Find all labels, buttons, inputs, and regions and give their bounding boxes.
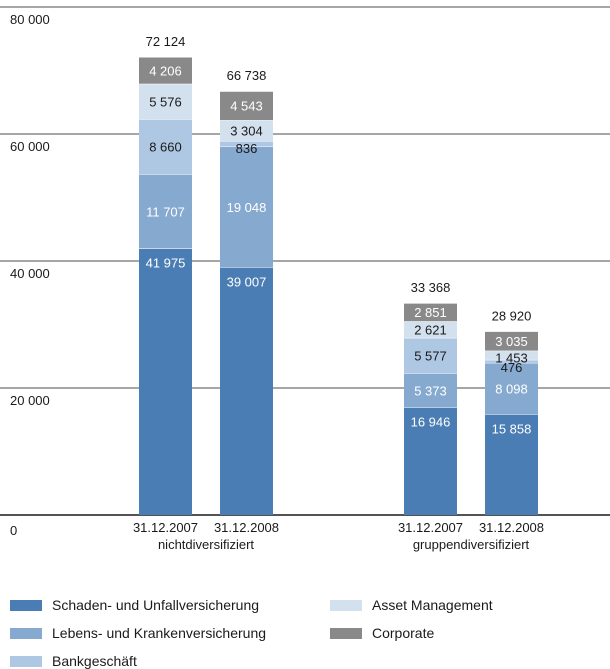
- legend-label: Bankgeschäft: [52, 653, 137, 669]
- data-label: 4 206: [149, 63, 182, 78]
- data-label: 5 577: [414, 349, 447, 364]
- data-label: 4 543: [230, 99, 263, 114]
- legend-item: Schaden- und Unfallversicherung: [10, 597, 259, 613]
- bar-segment: [485, 414, 538, 515]
- chart: 0 20 000 40 000 60 000 80 000 41 975 39 007 16 …: [0, 6, 610, 552]
- bar-segment: [139, 57, 192, 84]
- total-label: 66 738: [227, 68, 267, 83]
- legend-swatch: [10, 627, 42, 639]
- group-label: gruppendiversifiziert: [413, 537, 530, 552]
- data-label: 3 035: [495, 334, 528, 349]
- total-label: 28 920: [492, 308, 532, 323]
- x-tick-label: 31.12.2007: [133, 520, 198, 535]
- legend-label: Corporate: [372, 625, 435, 641]
- y-tick-label: 40 000: [10, 266, 50, 281]
- legend-item: Corporate: [330, 625, 434, 641]
- legend: Schaden- und Unfallversicherung Lebens- u…: [0, 592, 610, 669]
- legend-label: Asset Management: [372, 597, 493, 613]
- data-label: 3 304: [230, 124, 263, 139]
- data-label: 39 007: [227, 274, 267, 289]
- bar-segment: [404, 337, 457, 374]
- bar-segment: [139, 83, 192, 120]
- legend-item: Asset Management: [330, 597, 493, 613]
- data-label: 836: [236, 141, 258, 156]
- total-label: 33 368: [411, 280, 451, 295]
- bar-segment: [139, 119, 192, 175]
- legend-swatch: [330, 627, 362, 639]
- data-label: 476: [501, 360, 523, 375]
- bar-segment: [220, 120, 273, 142]
- data-label: 16 946: [411, 414, 451, 429]
- data-label: 11 707: [146, 204, 185, 219]
- legend-swatch: [10, 655, 42, 667]
- legend-item: Lebens- und Krankenversicherung: [10, 625, 266, 641]
- x-tick-label: 31.12.2008: [214, 520, 279, 535]
- bar-segment: [139, 248, 192, 516]
- y-tick-label: 0: [10, 523, 17, 538]
- y-tick-label: 60 000: [10, 139, 50, 154]
- bar-segment: [485, 350, 538, 360]
- bar-segment: [404, 321, 457, 338]
- data-label: 5 576: [149, 94, 182, 109]
- total-label: 72 124: [146, 34, 186, 49]
- bars: [139, 56, 538, 516]
- y-tick-label: 20 000: [10, 393, 50, 408]
- data-label: 1 453: [495, 351, 528, 366]
- labels: 0 20 000 40 000 60 000 80 000 41 975 39 007 16 …: [10, 12, 544, 552]
- bar-segment: [220, 141, 273, 147]
- data-label: 8 660: [149, 140, 182, 155]
- x-tick-label: 31.12.2007: [398, 520, 463, 535]
- bar-segment: [485, 331, 538, 351]
- data-label: 41 975: [146, 255, 186, 270]
- bar-segment: [485, 359, 538, 363]
- bar-segment: [220, 91, 273, 121]
- data-label: 2 851: [414, 305, 447, 320]
- legend-item: Bankgeschäft: [10, 653, 137, 669]
- group-label: nichtdiversifiziert: [158, 537, 254, 552]
- bar-segment: [404, 303, 457, 322]
- y-tick-label: 80 000: [10, 12, 50, 27]
- bar-segment: [220, 146, 273, 268]
- data-label: 8 098: [495, 382, 528, 397]
- legend-swatch: [10, 599, 42, 611]
- bar-segment: [404, 407, 457, 515]
- data-label: 2 621: [414, 323, 447, 338]
- legend-label: Lebens- und Krankenversicherung: [52, 625, 267, 641]
- legend-swatch: [330, 599, 362, 611]
- bar-segment: [485, 362, 538, 415]
- x-tick-label: 31.12.2008: [479, 520, 544, 535]
- data-label: 19 048: [227, 200, 267, 215]
- data-label: 5 373: [414, 383, 447, 398]
- data-label: 15 858: [492, 421, 532, 436]
- bar-segment: [220, 267, 273, 515]
- bar-segment: [139, 174, 192, 249]
- legend-label: Schaden- und Unfallversicherung: [52, 597, 260, 613]
- bar-segment: [404, 373, 457, 408]
